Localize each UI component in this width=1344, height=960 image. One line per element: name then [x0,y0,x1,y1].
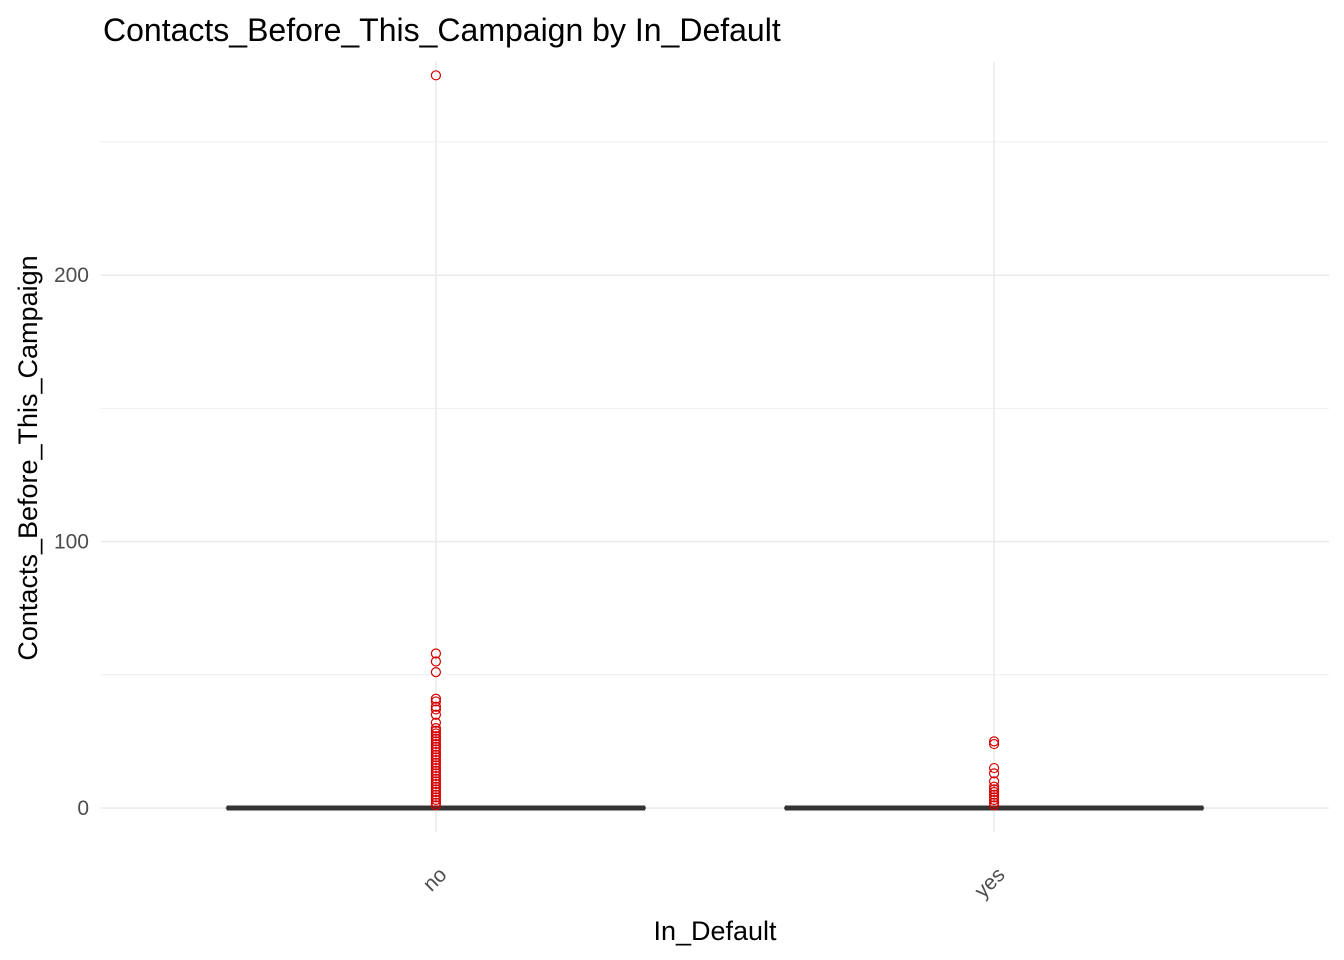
y-axis-ticks: 0 100 200 [54,264,89,820]
outlier-point [430,776,442,787]
outlier-point [430,730,442,742]
outlier-point [430,736,442,747]
outlier-point [430,725,442,736]
outlier-point [430,733,442,744]
outlier-point [430,754,442,766]
outlier-point [430,768,442,779]
outlier-point [988,792,1000,803]
outlier-point [430,757,442,768]
outlier-point [430,667,442,678]
outlier-point [988,784,1000,795]
y-axis-title: Contacts_Before_This_Campaign [13,255,43,660]
outlier-point [430,765,442,776]
x-axis-ticks: no yes [419,863,1010,902]
outlier-point [430,778,442,790]
outlier-point [430,696,442,707]
outlier-point [430,752,442,763]
outlier-point [430,784,442,795]
y-tick-label: 200 [54,264,89,287]
outlier-point [430,656,442,667]
outlier-point [430,797,442,808]
chart-title: Contacts_Before_This_Campaign by In_Defa… [103,12,781,48]
outlier-point [430,749,442,760]
outlier-point [988,786,1000,798]
outlier-point [430,693,442,704]
outlier-point [988,776,1000,787]
outlier-point [988,794,1000,806]
outlier-point [988,797,1000,808]
outlier-point [988,789,1000,800]
outlier-point [988,738,1000,750]
outlier-point [988,736,1000,747]
outlier-point [988,762,1000,774]
outlier-point [430,70,442,81]
outlier-point [430,786,442,798]
x-tick-label: no [419,863,452,896]
outlier-point [430,770,442,782]
outlier-point [430,789,442,800]
outlier-point [430,794,442,806]
outlier-point [988,800,1000,811]
outlier-point [430,701,442,712]
outlier-point [430,717,442,728]
outlier-point [430,781,442,792]
outlier-point [430,744,442,755]
outlier-point [430,800,442,811]
boxplot-no [225,70,646,811]
y-tick-label: 100 [54,531,89,554]
outlier-point [988,768,1000,779]
outlier-point [988,781,1000,792]
outlier-point [430,738,442,750]
outlier-point [430,704,442,715]
x-axis-title: In_Default [653,916,777,946]
outlier-point [430,760,442,771]
outlier-point [430,762,442,774]
outlier-point [430,648,442,659]
outlier-point [430,722,442,734]
x-tick-label: yes [970,863,1009,902]
y-tick-label: 0 [77,797,89,820]
grid [101,62,1329,832]
boxplot-yes [784,736,1205,811]
outlier-point [430,709,442,720]
boxplots [225,70,1205,811]
outlier-point [430,773,442,784]
outlier-point [430,746,442,758]
outlier-point [430,741,442,752]
outlier-point [430,792,442,803]
outlier-point [430,728,442,739]
